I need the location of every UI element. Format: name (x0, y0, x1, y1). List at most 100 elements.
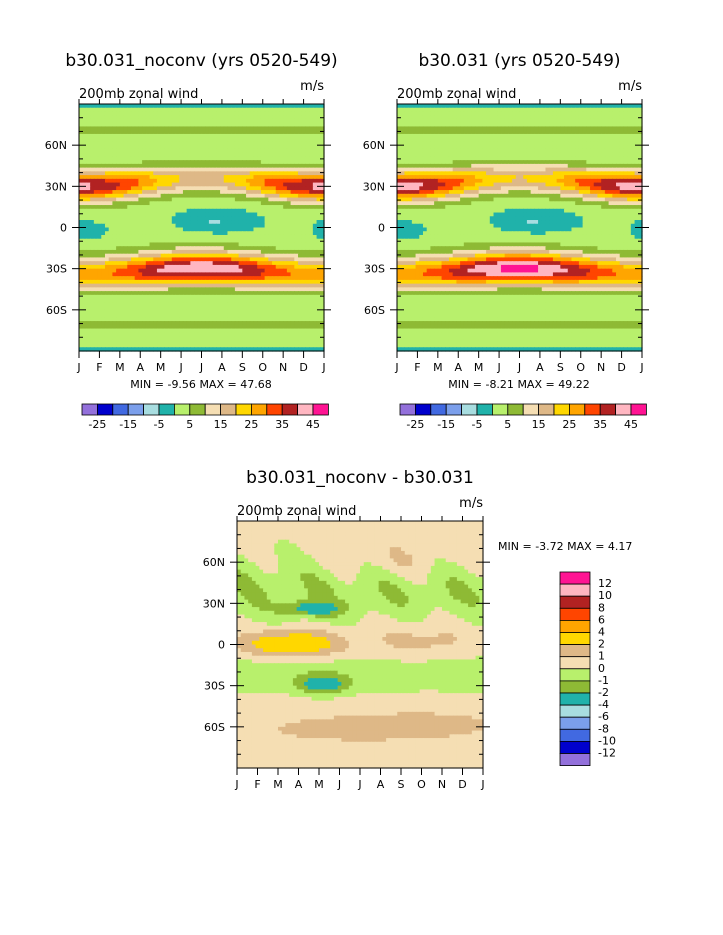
field-cell (175, 317, 180, 322)
field-cell (127, 182, 132, 187)
field-cell (130, 163, 136, 169)
field-cell (234, 227, 240, 232)
field-cell (220, 178, 225, 184)
field-cell (130, 291, 136, 296)
field-cell (216, 321, 221, 326)
field-cell (298, 291, 303, 296)
field-cell (268, 115, 273, 120)
field-cell (538, 111, 543, 116)
field-cell (175, 190, 180, 195)
field-cell (112, 302, 117, 307)
field-cell (257, 163, 262, 169)
field-cell (242, 339, 247, 345)
field-cell (264, 126, 269, 131)
field-cell (404, 126, 409, 131)
field-cell (112, 261, 117, 266)
field-cell (130, 126, 136, 131)
field-cell (86, 283, 91, 288)
field-cell (186, 249, 191, 255)
field-cell (231, 126, 236, 131)
field-cell (130, 249, 136, 255)
field-cell (275, 208, 281, 214)
field-cell (320, 141, 325, 146)
field-cell (238, 324, 243, 330)
field-cell (497, 126, 502, 131)
field-cell (130, 175, 136, 180)
field-cell (123, 276, 128, 281)
field-cell (130, 321, 136, 326)
field-cell (97, 343, 102, 348)
field-cell (571, 115, 576, 120)
field-cell (86, 156, 91, 161)
field-cell (168, 332, 173, 337)
field-cell (223, 182, 229, 187)
field-cell (309, 246, 314, 251)
field-cell (145, 186, 151, 191)
field-cell (79, 208, 84, 214)
field-cell (194, 347, 199, 352)
field-cell (149, 156, 154, 161)
field-cell (312, 234, 318, 240)
field-cell (231, 160, 236, 165)
field-cell (260, 253, 266, 259)
field-cell (130, 145, 136, 150)
field-cell (467, 126, 472, 131)
field-cell (197, 212, 203, 217)
field-cell (160, 276, 165, 281)
field-cell (272, 160, 277, 165)
field-cell (567, 104, 573, 109)
field-cell (119, 182, 125, 187)
field-cell (227, 328, 232, 333)
field-cell (116, 279, 121, 285)
field-cell (486, 104, 491, 109)
field-cell (231, 321, 236, 326)
field-cell (212, 197, 217, 202)
field-cell (223, 118, 229, 124)
field-cell (231, 137, 236, 143)
field-cell (298, 212, 303, 217)
field-cell (130, 332, 136, 337)
field-cell (138, 264, 143, 270)
field-cell (223, 178, 229, 184)
field-cell (422, 122, 428, 128)
field-cell (201, 145, 206, 150)
field-cell (246, 141, 251, 146)
field-cell (264, 223, 269, 229)
field-cell (104, 163, 110, 169)
field-cell (298, 201, 303, 206)
field-cell (601, 115, 606, 120)
field-cell (312, 104, 318, 109)
field-cell (164, 160, 169, 165)
field-cell (320, 328, 325, 333)
field-cell (286, 347, 292, 352)
field-cell (197, 171, 203, 176)
field-cell (253, 272, 258, 277)
field-cell (298, 249, 303, 255)
field-cell (257, 261, 262, 266)
field-cell (112, 152, 117, 157)
field-cell (101, 126, 106, 131)
field-cell (182, 115, 188, 120)
field-cell (142, 145, 147, 150)
field-cell (112, 276, 117, 281)
field-cell (142, 317, 147, 322)
field-cell (264, 253, 269, 259)
field-cell (119, 205, 125, 210)
field-cell (138, 115, 143, 120)
field-cell (231, 152, 236, 157)
field-cell (175, 238, 180, 244)
field-cell (430, 115, 435, 120)
field-cell (112, 343, 117, 348)
field-cell (90, 279, 95, 285)
field-cell (320, 336, 325, 341)
field-cell (138, 321, 143, 326)
field-cell (567, 122, 573, 128)
field-cell (268, 167, 273, 172)
field-cell (208, 178, 214, 184)
field-cell (231, 249, 236, 255)
field-cell (130, 298, 136, 303)
field-cell (138, 107, 143, 113)
field-cell (160, 193, 165, 199)
field-cell (208, 111, 214, 116)
field-cell (279, 257, 284, 262)
